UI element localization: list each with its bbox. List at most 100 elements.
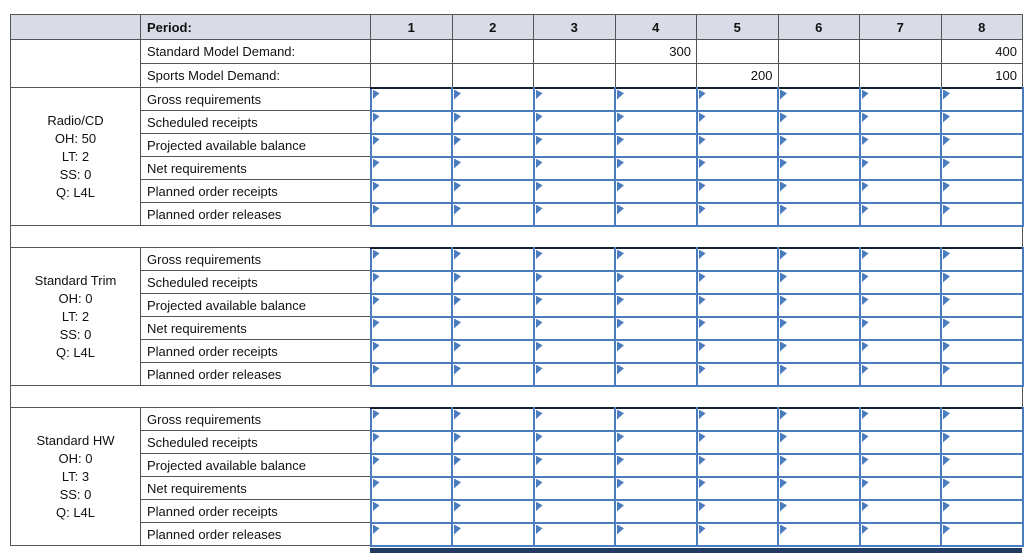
input-cell-b1-r4-c1[interactable] — [369, 155, 453, 181]
input-cell-b2-r5-c8[interactable] — [940, 338, 1024, 364]
input-cell-b2-r2-c8[interactable] — [940, 269, 1024, 295]
input-cell-b1-r2-c3[interactable] — [532, 109, 616, 135]
input-cell-b2-r6-c4[interactable] — [614, 361, 698, 387]
input-cell-b2-r4-c8[interactable] — [940, 315, 1024, 341]
input-cell-b2-r3-c1[interactable] — [369, 292, 453, 318]
input-cell-b3-r4-c8[interactable] — [940, 475, 1024, 501]
input-cell-b2-r3-c6[interactable] — [777, 292, 861, 318]
input-cell-b2-r1-c8[interactable] — [940, 246, 1024, 272]
input-cell-b3-r6-c2[interactable] — [451, 521, 535, 547]
input-cell-b1-r6-c8[interactable] — [940, 201, 1024, 227]
input-cell-b1-r4-c8[interactable] — [940, 155, 1024, 181]
input-cell-b3-r2-c1[interactable] — [369, 429, 453, 455]
input-cell-b2-r3-c5[interactable] — [695, 292, 779, 318]
input-cell-b1-r6-c5[interactable] — [695, 201, 779, 227]
input-cell-b3-r3-c5[interactable] — [695, 452, 779, 478]
input-cell-b3-r5-c7[interactable] — [858, 498, 942, 524]
input-cell-b1-r1-c8[interactable] — [940, 86, 1024, 112]
input-cell-b2-r3-c2[interactable] — [451, 292, 535, 318]
input-cell-b2-r5-c6[interactable] — [777, 338, 861, 364]
input-cell-b2-r5-c7[interactable] — [858, 338, 942, 364]
input-cell-b1-r5-c5[interactable] — [695, 178, 779, 204]
input-cell-b1-r6-c4[interactable] — [614, 201, 698, 227]
input-cell-b2-r1-c3[interactable] — [532, 246, 616, 272]
input-cell-b1-r5-c8[interactable] — [940, 178, 1024, 204]
input-cell-b1-r4-c5[interactable] — [695, 155, 779, 181]
input-cell-b1-r4-c2[interactable] — [451, 155, 535, 181]
input-cell-b1-r3-c2[interactable] — [451, 132, 535, 158]
input-cell-b3-r6-c3[interactable] — [532, 521, 616, 547]
input-cell-b3-r1-c3[interactable] — [532, 406, 616, 432]
input-cell-b1-r3-c8[interactable] — [940, 132, 1024, 158]
input-cell-b3-r2-c4[interactable] — [614, 429, 698, 455]
input-cell-b3-r4-c7[interactable] — [858, 475, 942, 501]
input-cell-b1-r3-c5[interactable] — [695, 132, 779, 158]
input-cell-b3-r3-c8[interactable] — [940, 452, 1024, 478]
input-cell-b2-r2-c3[interactable] — [532, 269, 616, 295]
input-cell-b3-r5-c8[interactable] — [940, 498, 1024, 524]
input-cell-b3-r3-c3[interactable] — [532, 452, 616, 478]
input-cell-b3-r5-c2[interactable] — [451, 498, 535, 524]
input-cell-b3-r1-c4[interactable] — [614, 406, 698, 432]
input-cell-b1-r1-c4[interactable] — [614, 86, 698, 112]
input-cell-b2-r2-c1[interactable] — [369, 269, 453, 295]
input-cell-b3-r4-c1[interactable] — [369, 475, 453, 501]
input-cell-b3-r3-c7[interactable] — [858, 452, 942, 478]
input-cell-b3-r1-c7[interactable] — [858, 406, 942, 432]
input-cell-b2-r6-c8[interactable] — [940, 361, 1024, 387]
input-cell-b1-r2-c8[interactable] — [940, 109, 1024, 135]
input-cell-b2-r3-c3[interactable] — [532, 292, 616, 318]
input-cell-b2-r5-c4[interactable] — [614, 338, 698, 364]
input-cell-b2-r4-c6[interactable] — [777, 315, 861, 341]
input-cell-b1-r5-c6[interactable] — [777, 178, 861, 204]
input-cell-b2-r6-c1[interactable] — [369, 361, 453, 387]
input-cell-b3-r5-c4[interactable] — [614, 498, 698, 524]
input-cell-b2-r3-c7[interactable] — [858, 292, 942, 318]
input-cell-b3-r2-c7[interactable] — [858, 429, 942, 455]
input-cell-b1-r4-c3[interactable] — [532, 155, 616, 181]
input-cell-b3-r4-c4[interactable] — [614, 475, 698, 501]
input-cell-b2-r1-c5[interactable] — [695, 246, 779, 272]
input-cell-b3-r2-c8[interactable] — [940, 429, 1024, 455]
input-cell-b3-r3-c6[interactable] — [777, 452, 861, 478]
input-cell-b3-r4-c5[interactable] — [695, 475, 779, 501]
input-cell-b2-r2-c4[interactable] — [614, 269, 698, 295]
input-cell-b1-r5-c1[interactable] — [369, 178, 453, 204]
input-cell-b1-r4-c6[interactable] — [777, 155, 861, 181]
input-cell-b2-r6-c5[interactable] — [695, 361, 779, 387]
input-cell-b3-r3-c2[interactable] — [451, 452, 535, 478]
input-cell-b3-r1-c8[interactable] — [940, 406, 1024, 432]
input-cell-b1-r5-c2[interactable] — [451, 178, 535, 204]
input-cell-b2-r2-c5[interactable] — [695, 269, 779, 295]
input-cell-b1-r1-c2[interactable] — [451, 86, 535, 112]
input-cell-b2-r1-c7[interactable] — [858, 246, 942, 272]
input-cell-b2-r4-c7[interactable] — [858, 315, 942, 341]
input-cell-b2-r6-c3[interactable] — [532, 361, 616, 387]
input-cell-b3-r6-c4[interactable] — [614, 521, 698, 547]
input-cell-b1-r6-c7[interactable] — [858, 201, 942, 227]
input-cell-b3-r1-c5[interactable] — [695, 406, 779, 432]
input-cell-b1-r2-c7[interactable] — [858, 109, 942, 135]
input-cell-b2-r6-c6[interactable] — [777, 361, 861, 387]
input-cell-b2-r4-c2[interactable] — [451, 315, 535, 341]
input-cell-b1-r1-c6[interactable] — [777, 86, 861, 112]
input-cell-b3-r5-c1[interactable] — [369, 498, 453, 524]
input-cell-b3-r1-c6[interactable] — [777, 406, 861, 432]
input-cell-b2-r5-c5[interactable] — [695, 338, 779, 364]
input-cell-b1-r6-c1[interactable] — [369, 201, 453, 227]
input-cell-b1-r6-c3[interactable] — [532, 201, 616, 227]
input-cell-b1-r6-c6[interactable] — [777, 201, 861, 227]
input-cell-b1-r3-c1[interactable] — [369, 132, 453, 158]
input-cell-b1-r2-c4[interactable] — [614, 109, 698, 135]
input-cell-b2-r4-c1[interactable] — [369, 315, 453, 341]
input-cell-b3-r2-c2[interactable] — [451, 429, 535, 455]
input-cell-b3-r6-c7[interactable] — [858, 521, 942, 547]
input-cell-b3-r5-c6[interactable] — [777, 498, 861, 524]
input-cell-b2-r2-c2[interactable] — [451, 269, 535, 295]
input-cell-b2-r3-c8[interactable] — [940, 292, 1024, 318]
input-cell-b3-r6-c1[interactable] — [369, 521, 453, 547]
input-cell-b3-r6-c6[interactable] — [777, 521, 861, 547]
input-cell-b1-r2-c2[interactable] — [451, 109, 535, 135]
input-cell-b2-r5-c2[interactable] — [451, 338, 535, 364]
input-cell-b1-r2-c1[interactable] — [369, 109, 453, 135]
